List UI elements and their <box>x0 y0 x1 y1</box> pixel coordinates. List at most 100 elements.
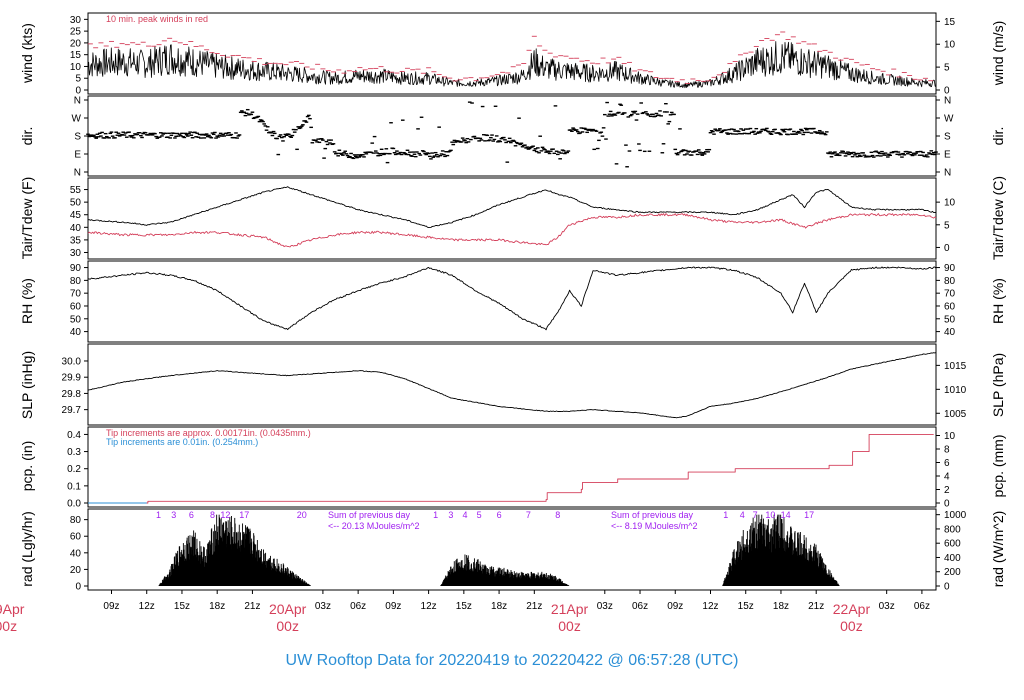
rad-sum-label-2: Sum of previous day <box>611 510 694 520</box>
temp-tick-label-L: 35 <box>70 235 82 246</box>
pcp-tick-label-L: 0.1 <box>67 481 81 492</box>
slp-tick-label-R: 1010 <box>944 385 967 396</box>
pcp-tick-label-R: 10 <box>944 431 956 442</box>
temp-tick-label-R: 5 <box>944 220 950 231</box>
dir-tick-label-L: N <box>74 96 81 107</box>
rh-tick-label-R: 90 <box>944 263 956 274</box>
rad-sum-label-1: Sum of previous day <box>328 510 411 520</box>
rad-ylabel: rad (Lgly/hr) <box>19 511 35 586</box>
rh-ylabel: RH (%) <box>19 278 35 324</box>
pcp-ylabel: pcp. (in) <box>19 441 35 492</box>
x-tick-label: 21z <box>808 601 824 612</box>
wind-tick-label-L: 5 <box>75 74 81 85</box>
wind-tick-label-R: 5 <box>944 63 950 74</box>
rad-tick-label-L: 60 <box>70 532 82 543</box>
x-tick-label: 03z <box>879 601 895 612</box>
rad-hour-mark: 6 <box>189 510 194 520</box>
temp-tick-label-L: 55 <box>70 185 82 196</box>
temp-ylabel: Tair/Tdew (F) <box>19 177 35 259</box>
pcp-tick-label-R: 6 <box>944 458 950 469</box>
x-tick-label: 12z <box>702 601 718 612</box>
dir-tick-label-R: W <box>944 114 954 125</box>
rad-hour-mark: 8 <box>210 510 215 520</box>
day-label: 19Apr <box>0 601 25 617</box>
wind-tick-label-L: 10 <box>70 62 82 73</box>
pcp-tick-label-L: 0.3 <box>67 447 81 458</box>
pcp-tick-label-R: 2 <box>944 485 950 496</box>
rad-hour-mark: 6 <box>497 510 502 520</box>
rad-hour-mark: 1 <box>723 510 728 520</box>
rh-tick-label-L: 90 <box>70 263 82 274</box>
dir-tick-label-L: S <box>74 132 81 143</box>
x-tick-label: 18z <box>491 601 507 612</box>
rad-hour-mark: 4 <box>740 510 745 520</box>
wind-tick-label-L: 15 <box>70 50 82 61</box>
x-tick-label: 09z <box>385 601 401 612</box>
chart-title: UW Rooftop Data for 20220419 to 20220422… <box>286 652 739 669</box>
dir-tick-label-R: S <box>944 132 951 143</box>
x-tick-label: 12z <box>139 601 155 612</box>
rh-tick-label-R: 80 <box>944 276 956 287</box>
dir-tick-label-L: N <box>74 168 81 179</box>
rad-sum-value-2: <-- 8.19 MJoules/m^2 <box>611 521 698 531</box>
tdew-series <box>87 213 937 248</box>
rad-hour-mark: 3 <box>171 510 176 520</box>
day-label-hour: 00z <box>558 618 581 634</box>
dir-tick-label-L: W <box>72 114 82 125</box>
pcp-tick-label-R: 0 <box>944 499 950 510</box>
day-label-hour: 00z <box>0 618 17 634</box>
rad-tick-label-R: 800 <box>944 524 961 535</box>
rh-tick-label-R: 60 <box>944 301 956 312</box>
wind-ylabel-right: wind (m/s) <box>990 21 1006 87</box>
slp-ylabel: SLP (inHg) <box>19 351 35 419</box>
x-tick-label: 21z <box>526 601 542 612</box>
x-tick-label: 09z <box>103 601 119 612</box>
rad-hour-mark: 4 <box>463 510 468 520</box>
rh-tick-label-L: 70 <box>70 289 82 300</box>
day-label-hour: 00z <box>276 618 299 634</box>
rad-hour-mark: 14 <box>781 510 791 520</box>
rh-tick-label-R: 50 <box>944 314 956 325</box>
x-tick-label: 06z <box>632 601 648 612</box>
dir-tick-label-L: E <box>74 150 81 161</box>
x-tick-label: 12z <box>421 601 437 612</box>
rad-hour-mark: 20 <box>297 510 307 520</box>
rh-tick-label-R: 70 <box>944 289 956 300</box>
wind-tick-label-L: 0 <box>75 86 81 97</box>
rad-tick-label-R: 400 <box>944 553 961 564</box>
wind-tick-label-R: 15 <box>944 17 956 28</box>
wind-tick-label-R: 10 <box>944 40 956 51</box>
pcp-tick-label-R: 4 <box>944 472 950 483</box>
pcp-tick-label-R: 8 <box>944 445 950 456</box>
rh-frame <box>87 260 937 343</box>
wind-series <box>87 41 937 89</box>
day-label: 21Apr <box>551 601 589 617</box>
wind-tick-label-L: 30 <box>70 15 82 26</box>
rad-hour-mark: 17 <box>239 510 249 520</box>
axis-ticks: 051015202530051015NESWNNESWN303540455055… <box>0 15 967 634</box>
rad-tick-label-L: 0 <box>75 582 81 593</box>
slp-tick-label-L: 29.9 <box>62 373 82 384</box>
panel-frames <box>87 12 937 591</box>
slp-series <box>87 352 937 419</box>
rh-ylabel-right: RH (%) <box>990 278 1006 324</box>
rad-hour-mark: 7 <box>526 510 531 520</box>
rad-tick-label-L: 40 <box>70 548 82 559</box>
wind-ylabel: wind (kts) <box>19 23 35 84</box>
pcp-tick-label-L: 0.0 <box>67 499 81 510</box>
rad-sum-value-1: <-- 20.13 MJoules/m^2 <box>328 521 420 531</box>
dir-ylabel: dir. <box>19 127 35 146</box>
rh-tick-label-R: 40 <box>944 327 956 338</box>
rad-hour-mark: 5 <box>477 510 482 520</box>
rad-hour-mark: 1 <box>156 510 161 520</box>
rad-hour-mark: 17 <box>804 510 814 520</box>
day-label: 20Apr <box>269 601 307 617</box>
rad-hour-mark: 8 <box>555 510 560 520</box>
x-tick-label: 03z <box>597 601 613 612</box>
pcp-series <box>88 433 934 504</box>
temp-tick-label-R: 0 <box>944 243 950 254</box>
tair-series <box>87 186 937 229</box>
rad-tick-label-R: 200 <box>944 567 961 578</box>
rad-hour-mark: 10 <box>765 510 775 520</box>
x-tick-label: 06z <box>350 601 366 612</box>
